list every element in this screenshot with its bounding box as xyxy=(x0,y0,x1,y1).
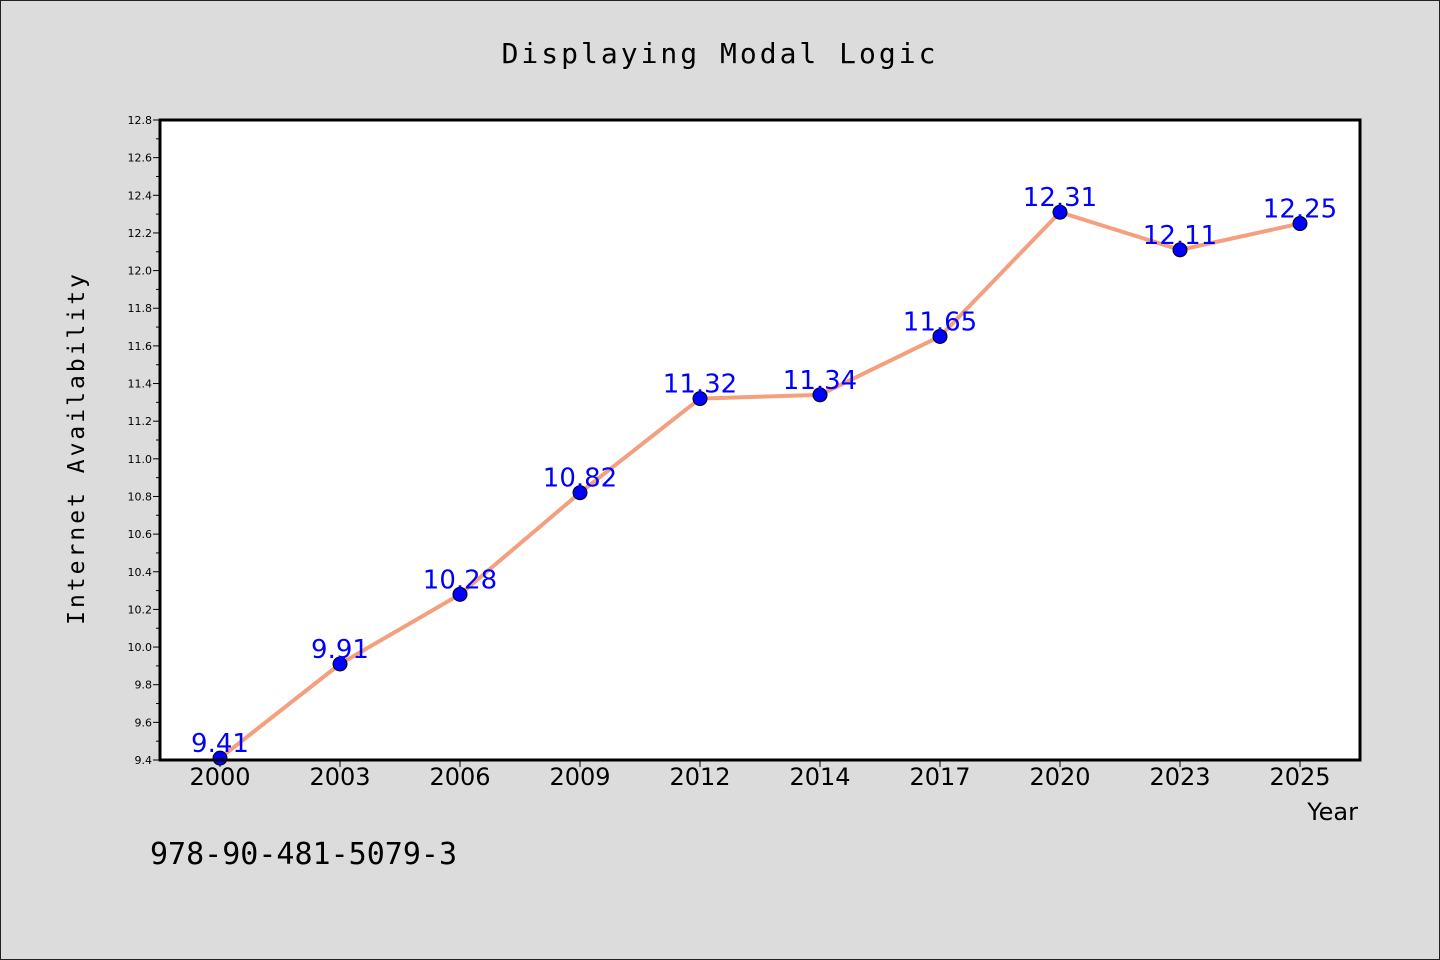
x-tick-label: 2023 xyxy=(1149,763,1210,791)
x-tick-label: 2020 xyxy=(1029,763,1090,791)
y-tick-label: 11.2 xyxy=(128,415,153,428)
y-tick-label: 11.8 xyxy=(128,302,153,315)
y-tick-label: 9.8 xyxy=(135,679,153,692)
y-tick-label: 11.0 xyxy=(128,453,153,466)
x-axis: 2000 2003 2006 2009 2012 2014 2017 2020 2023 2025 xyxy=(189,760,1331,791)
data-point xyxy=(1172,242,1188,258)
y-axis-label: Internet Availability xyxy=(64,271,90,625)
footnote-isbn: 978-90-481-5079-3 xyxy=(150,837,457,872)
series-line xyxy=(218,210,1301,760)
data-label: 12.31 xyxy=(1023,183,1097,213)
series-line-group: 9.41 9.91 10.28 10.82 11.32 11.34 11.65 12.31 12… xyxy=(191,183,1337,766)
data-point xyxy=(692,391,708,407)
data-point xyxy=(572,485,588,501)
data-label: 11.32 xyxy=(663,370,737,400)
data-label: 11.65 xyxy=(903,307,977,337)
x-tick-label: 2025 xyxy=(1269,763,1330,791)
y-tick-label: 10.4 xyxy=(128,566,153,579)
data-label: 9.91 xyxy=(311,635,369,665)
y-axis: 9.4 9.6 9.8 10.0 10.2 10.4 10.6 10.8 11.0 11.2 11.… xyxy=(128,114,160,767)
data-point xyxy=(1052,204,1068,220)
y-tick-label: 10.0 xyxy=(128,641,153,654)
x-tick-label: 2006 xyxy=(429,763,490,791)
y-tick-label: 12.0 xyxy=(128,265,153,278)
data-point xyxy=(932,328,948,344)
x-tick-label: 2000 xyxy=(189,763,250,791)
data-point xyxy=(332,656,348,672)
data-point xyxy=(452,586,468,602)
y-tick-label: 12.6 xyxy=(128,152,153,165)
data-point xyxy=(212,750,228,766)
y-tick-label: 10.8 xyxy=(128,490,153,503)
y-tick-label: 12.4 xyxy=(128,189,153,202)
y-tick-label: 9.4 xyxy=(135,754,153,767)
y-tick-label: 9.6 xyxy=(135,716,153,729)
x-tick-label: 2014 xyxy=(789,763,850,791)
y-tick-label: 12.2 xyxy=(128,227,153,240)
x-tick-label: 2012 xyxy=(669,763,730,791)
x-tick-label: 2003 xyxy=(309,763,370,791)
y-tick-label: 10.2 xyxy=(128,603,153,616)
data-label: 12.25 xyxy=(1263,195,1337,225)
chart-title: Displaying Modal Logic xyxy=(502,37,939,70)
data-label: 11.34 xyxy=(783,366,857,396)
x-tick-label: 2017 xyxy=(909,763,970,791)
data-label: 10.82 xyxy=(543,464,617,494)
data-label: 10.28 xyxy=(423,565,497,595)
y-tick-label: 11.6 xyxy=(128,340,153,353)
y-tick-label: 10.6 xyxy=(128,528,153,541)
data-label: 9.41 xyxy=(191,729,249,759)
data-point xyxy=(1292,216,1308,232)
data-point xyxy=(812,387,828,403)
data-label: 12.11 xyxy=(1143,221,1217,251)
x-axis-label: Year xyxy=(1306,798,1358,826)
plot-border xyxy=(158,118,1362,762)
y-tick-label: 11.4 xyxy=(128,378,153,391)
x-tick-label: 2009 xyxy=(549,763,610,791)
y-tick-label: 12.8 xyxy=(128,114,153,127)
